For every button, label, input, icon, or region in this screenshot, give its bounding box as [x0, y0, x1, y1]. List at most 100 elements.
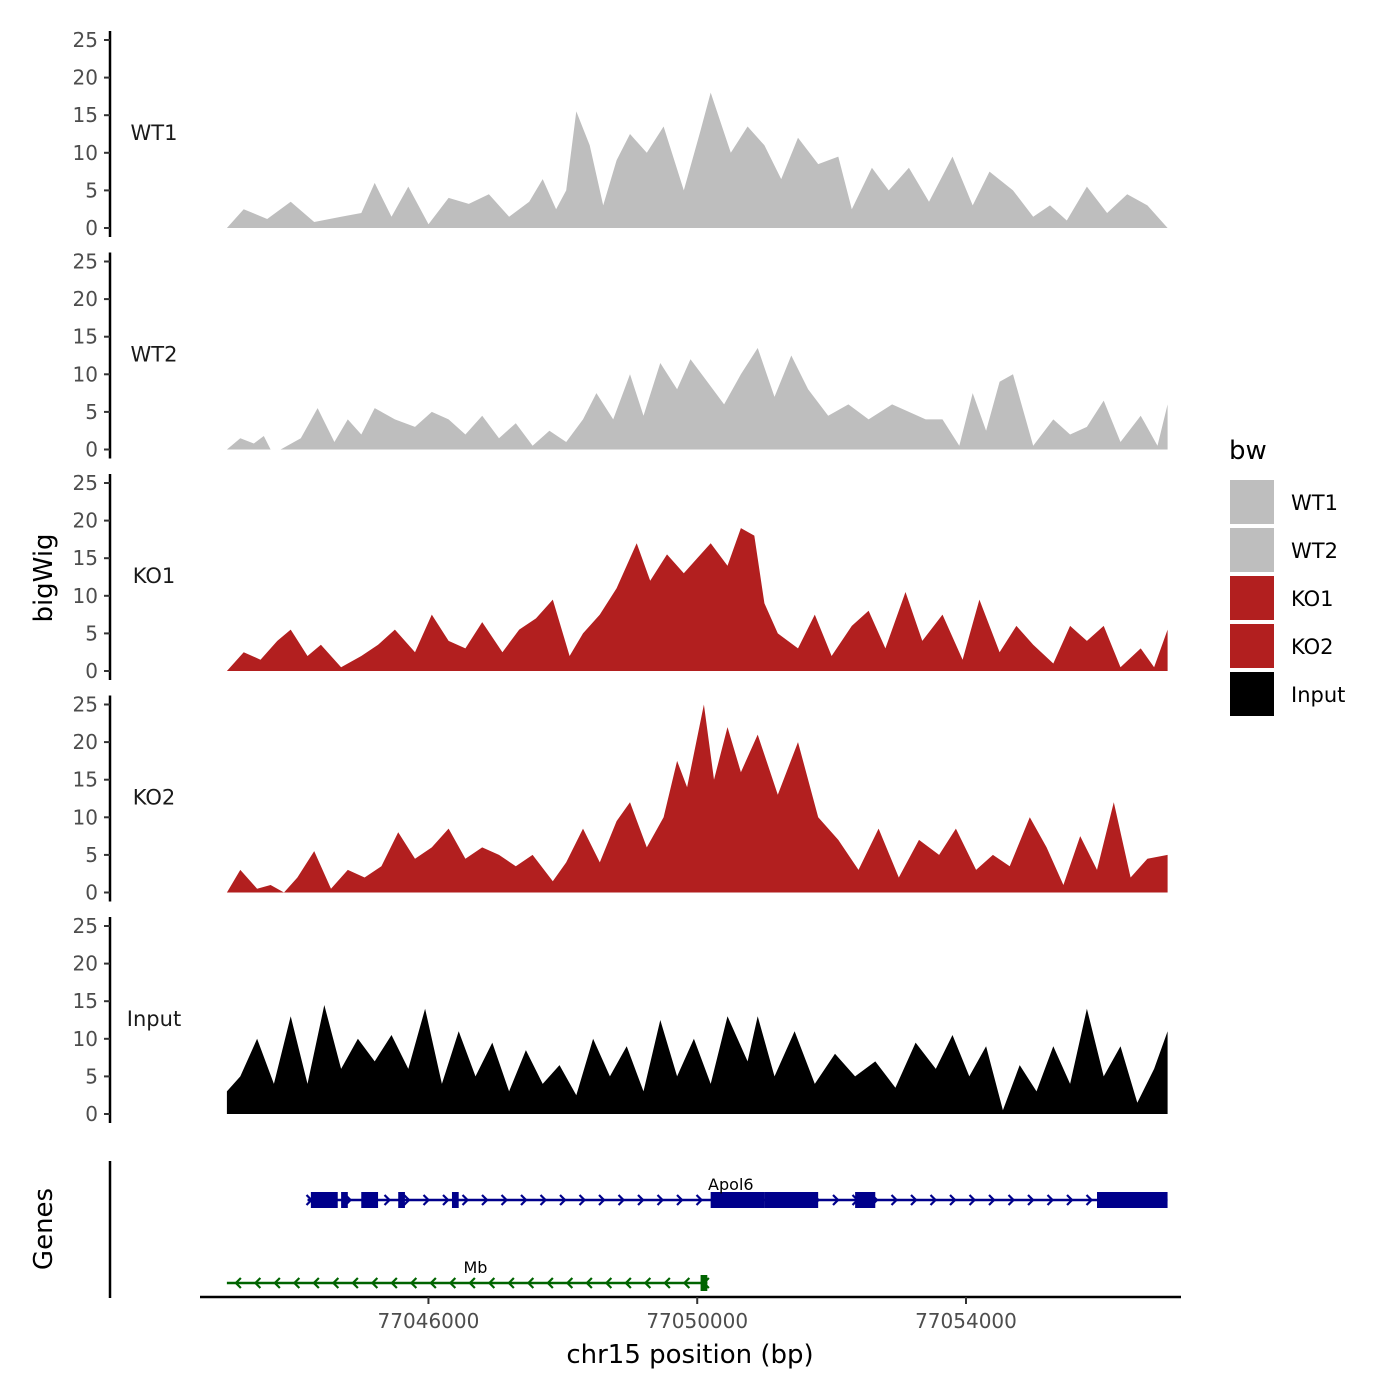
strand-arrow — [403, 1194, 411, 1206]
strand-arrow — [598, 1194, 606, 1206]
strand-arrow — [500, 1194, 509, 1206]
strand-arrow — [448, 1277, 457, 1289]
strand-arrow — [890, 1194, 899, 1206]
strand-arrow — [643, 1277, 652, 1289]
exon — [310, 1192, 338, 1208]
x-axis: 77046000 77050000 77054000 — [200, 1295, 1181, 1333]
strand-arrow — [929, 1194, 938, 1206]
strand-arrow — [832, 1194, 840, 1206]
strand-arrow — [331, 1277, 340, 1289]
track-area-ko2 — [226, 704, 1168, 893]
strand-arrow — [468, 1277, 476, 1289]
y-tick-label: 10 — [73, 141, 98, 165]
legend-label-ko2: KO2 — [1291, 635, 1334, 659]
track-label-ko1: KO1 — [133, 564, 176, 588]
strand-arrow — [370, 1277, 379, 1289]
y-tick-label: 20 — [73, 509, 98, 533]
track-area-wt1 — [226, 92, 1168, 228]
y-tick-label: 20 — [73, 66, 98, 90]
exon — [341, 1192, 348, 1208]
strand-arrow — [559, 1194, 567, 1206]
strand-arrow — [253, 1277, 262, 1289]
y-tick-label: 0 — [85, 659, 98, 683]
track-input: 0 5 10 15 20 25 Input — [73, 914, 1168, 1126]
track-area-input — [226, 1005, 1168, 1114]
x-tick-label: 77054000 — [915, 1309, 1017, 1333]
track-label-input: Input — [127, 1007, 181, 1031]
y-tick-label: 5 — [85, 843, 98, 867]
exon — [451, 1192, 459, 1208]
track-label-wt1: WT1 — [131, 121, 178, 145]
track-ko1: 0 5 10 15 20 25 KO1 — [73, 471, 1168, 683]
strand-arrow — [481, 1194, 489, 1206]
y-tick-label: 10 — [73, 362, 98, 386]
strand-arrow — [1066, 1194, 1074, 1206]
legend-title: bw — [1229, 436, 1267, 466]
track-area-wt2 — [226, 348, 1168, 450]
strand-arrow — [565, 1277, 574, 1289]
legend-label-input: Input — [1291, 683, 1345, 707]
strand-arrow — [442, 1194, 450, 1206]
coverage-tracks: 0510152025WT10510152025WT20510152025KO10… — [73, 28, 1168, 1126]
genes-panel-title: Genes — [29, 1188, 59, 1270]
gene-mb: Mb — [226, 1258, 710, 1291]
track-label-ko2: KO2 — [133, 786, 176, 810]
strand-arrow — [637, 1194, 645, 1206]
legend: bw WT1 WT2 KO1 KO2 Input — [1229, 436, 1345, 716]
strand-arrow — [507, 1277, 515, 1289]
y-tick-label: 15 — [73, 546, 98, 570]
y-tick-label: 10 — [73, 1027, 98, 1051]
strand-arrow — [422, 1194, 431, 1206]
strand-arrow — [539, 1194, 548, 1206]
y-tick-label: 25 — [73, 250, 98, 274]
strand-arrow — [617, 1194, 626, 1206]
strand-arrow — [676, 1194, 684, 1206]
strand-arrow — [682, 1277, 691, 1289]
exon — [700, 1275, 708, 1291]
strand-arrow — [585, 1277, 593, 1289]
strand-arrow — [988, 1194, 996, 1206]
strand-arrow — [1046, 1194, 1055, 1206]
y-tick-label: 10 — [73, 805, 98, 829]
y-tick-label: 25 — [73, 28, 98, 52]
y-tick-label: 0 — [85, 438, 98, 462]
strand-arrow — [461, 1194, 470, 1206]
strand-arrow — [968, 1194, 977, 1206]
strand-arrow — [409, 1277, 418, 1289]
y-tick-label: 5 — [85, 178, 98, 202]
strand-arrow — [910, 1194, 918, 1206]
y-tick-label: 20 — [73, 952, 98, 976]
y-tick-label: 0 — [85, 1102, 98, 1126]
exon — [710, 1192, 765, 1208]
y-tick-label: 15 — [73, 989, 98, 1013]
legend-swatch-ko1 — [1230, 576, 1274, 620]
strand-arrow — [663, 1277, 671, 1289]
strand-arrow — [1085, 1194, 1094, 1206]
exon — [855, 1192, 876, 1208]
strand-arrow — [383, 1194, 392, 1206]
exon — [361, 1192, 379, 1208]
strand-arrow — [429, 1277, 437, 1289]
strand-arrow — [390, 1277, 398, 1289]
y-tick-label: 25 — [73, 914, 98, 938]
track-area-ko1 — [226, 528, 1168, 671]
y-tick-label: 5 — [85, 1064, 98, 1088]
strand-arrow — [1027, 1194, 1035, 1206]
gene-panel: Apol6 Mb — [108, 1161, 1168, 1298]
y-tick-label: 5 — [85, 400, 98, 424]
gene-apol6: Apol6 — [305, 1175, 1168, 1208]
track-wt2: 0 5 10 15 20 25 WT2 — [73, 250, 1168, 462]
strand-arrow — [695, 1194, 704, 1206]
legend-swatch-ko2 — [1230, 624, 1274, 668]
legend-swatch-wt2 — [1230, 528, 1274, 572]
exon — [1097, 1192, 1168, 1208]
legend-swatch-input — [1230, 672, 1274, 716]
strand-arrow — [656, 1194, 665, 1206]
y-tick-label: 15 — [73, 768, 98, 792]
y-axis-title: bigWig — [29, 533, 59, 622]
y-tick-label: 25 — [73, 693, 98, 717]
exon — [764, 1192, 819, 1208]
y-tick-label: 10 — [73, 584, 98, 608]
x-tick-label: 77050000 — [646, 1309, 748, 1333]
